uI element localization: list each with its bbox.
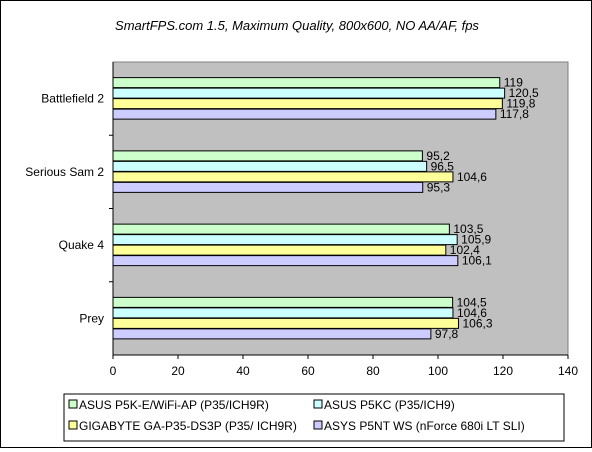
x-tick-label: 40 (236, 364, 250, 378)
chart-title: SmartFPS.com 1.5, Maximum Quality, 800x6… (115, 18, 479, 33)
bar (112, 234, 458, 246)
category-label: Serious Sam 2 (25, 165, 104, 179)
legend-swatch (68, 420, 78, 430)
bar (112, 150, 423, 162)
x-tick-label: 140 (558, 364, 578, 378)
data-label: 97,8 (435, 327, 459, 341)
bar (112, 108, 497, 120)
bar (112, 255, 459, 267)
category-label: Prey (79, 311, 104, 325)
data-label: 104,5 (457, 295, 487, 309)
legend-label: ASUS P5KC (P35/ICH9) (324, 398, 455, 412)
legend-label: ASYS P5NT WS (nForce 680i LT SLI) (324, 419, 525, 433)
x-tick-label: 80 (366, 364, 380, 378)
legend-swatch (68, 399, 78, 409)
x-tick-label: 120 (493, 364, 513, 378)
data-label: 104,6 (457, 306, 487, 320)
category-label: Quake 4 (59, 238, 105, 252)
bar (112, 98, 503, 110)
data-label: 95,3 (427, 180, 451, 194)
bar (112, 160, 428, 172)
data-label: 95,2 (426, 149, 450, 163)
data-label: 120,5 (509, 86, 539, 100)
data-label: 105,9 (461, 233, 491, 247)
data-label: 103,5 (453, 222, 483, 236)
bar (112, 87, 506, 99)
legend-swatch (313, 399, 323, 409)
data-label: 119 (504, 76, 523, 90)
x-tick-label: 0 (110, 364, 117, 378)
bar (112, 77, 501, 89)
data-label: 96,5 (431, 159, 455, 173)
legend-swatch (313, 420, 323, 430)
bar (112, 244, 447, 256)
data-label: 106,1 (462, 254, 492, 268)
x-tick-label: 100 (428, 364, 448, 378)
x-tick-label: 20 (171, 364, 185, 378)
bar (112, 223, 450, 235)
category-label: Battlefield 2 (41, 92, 104, 106)
data-label: 106,3 (462, 316, 492, 330)
bar (112, 296, 454, 308)
bar (112, 328, 432, 340)
data-label: 117,8 (500, 107, 529, 121)
data-label: 104,6 (457, 170, 487, 184)
legend: ASUS P5K-E/WiFi-AP (P35/ICH9R) ASUS P5KC … (63, 393, 565, 442)
x-tick-label: 60 (301, 364, 315, 378)
bar (112, 307, 454, 319)
legend-label: GIGABYTE GA-P35-DS3P (P35/ ICH9R) (79, 419, 297, 433)
legend-label: ASUS P5K-E/WiFi-AP (P35/ICH9R) (79, 398, 269, 412)
data-label: 119,8 (506, 97, 535, 111)
bar (112, 181, 424, 193)
bar (112, 171, 454, 183)
data-label: 102,4 (450, 243, 480, 257)
bar (112, 317, 459, 329)
